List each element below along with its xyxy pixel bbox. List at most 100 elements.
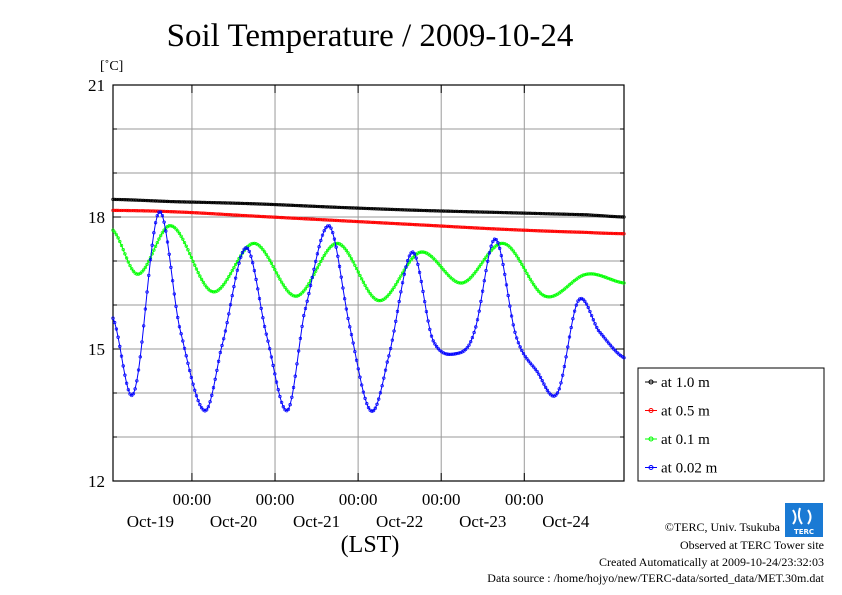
- data-point: [543, 229, 548, 233]
- data-point: [600, 274, 604, 278]
- data-point: [206, 200, 211, 205]
- data-point: [579, 296, 584, 301]
- data-point: [508, 211, 512, 215]
- data-point: [189, 255, 194, 260]
- data-point: [130, 393, 134, 398]
- data-point: [298, 216, 303, 221]
- data-point: [279, 215, 284, 220]
- data-point: [157, 237, 161, 241]
- data-point: [300, 291, 304, 295]
- data-point: [440, 266, 444, 270]
- data-point: [595, 213, 599, 218]
- data-point: [182, 210, 187, 214]
- data-point: [215, 201, 219, 205]
- data-point: [199, 211, 204, 215]
- data-point: [124, 198, 129, 202]
- legend-box: [637, 367, 825, 482]
- data-point: [208, 211, 212, 216]
- data-point: [218, 350, 222, 355]
- data-point: [193, 388, 197, 392]
- data-point: [142, 209, 146, 213]
- data-point: [385, 207, 389, 211]
- data-point: [533, 229, 538, 233]
- data-point: [477, 309, 481, 313]
- data-point: [165, 224, 170, 229]
- data-point: [281, 216, 285, 220]
- data-point: [508, 227, 512, 232]
- data-point: [211, 212, 216, 216]
- data-point: [438, 209, 442, 213]
- data-point: [596, 273, 601, 277]
- data-point: [576, 299, 580, 303]
- data-point: [579, 274, 584, 278]
- data-point: [380, 384, 384, 388]
- data-point: [235, 259, 239, 264]
- data-point: [385, 221, 389, 225]
- data-point: [155, 199, 159, 203]
- data-point: [610, 231, 614, 236]
- data-point: [586, 272, 590, 276]
- data-point: [480, 260, 485, 264]
- data-point: [395, 222, 400, 226]
- data-point: [610, 214, 614, 219]
- data-point: [598, 273, 602, 278]
- data-point: [431, 256, 435, 260]
- data-point: [201, 200, 205, 205]
- data-point: [423, 250, 427, 255]
- data-point: [583, 213, 587, 217]
- data-point: [479, 210, 483, 214]
- data-point: [509, 211, 514, 215]
- data-point: [496, 227, 500, 231]
- data-point: [360, 277, 364, 281]
- data-point: [336, 254, 340, 258]
- data-point: [537, 289, 541, 294]
- data-point: [269, 355, 274, 359]
- data-point: [600, 333, 604, 337]
- data-point: [370, 294, 374, 298]
- data-point: [426, 319, 430, 323]
- chart-title: Soil Temperature / 2009-10-24: [167, 18, 574, 54]
- data-point: [196, 398, 200, 403]
- data-point: [455, 209, 459, 214]
- x-tick-label: 00:00: [422, 490, 461, 509]
- data-point: [431, 209, 435, 213]
- data-point: [153, 221, 158, 225]
- data-point: [530, 228, 534, 233]
- data-point: [334, 245, 338, 249]
- data-point: [407, 254, 412, 258]
- data-point: [346, 251, 350, 255]
- data-point: [290, 293, 294, 297]
- data-point: [290, 395, 294, 399]
- data-point: [339, 205, 343, 210]
- data-point: [474, 325, 478, 329]
- data-point: [515, 211, 519, 215]
- data-point: [365, 402, 369, 406]
- data-point: [557, 387, 561, 391]
- data-point: [591, 213, 595, 217]
- data-point: [465, 210, 469, 214]
- data-point: [337, 218, 342, 223]
- data-point: [160, 199, 165, 203]
- data-point: [562, 230, 567, 234]
- plot-area: 12 15 18 21 00:00 00:00 00:00 00:00 00:00 Oct-19 O…: [88, 76, 626, 531]
- data-point: [281, 405, 285, 409]
- series-at-0-02-m: [111, 210, 626, 414]
- data-point: [477, 265, 481, 269]
- data-point: [167, 224, 171, 228]
- data-point: [170, 210, 175, 214]
- data-point: [474, 226, 478, 230]
- data-point: [257, 202, 262, 206]
- data-point: [276, 203, 280, 207]
- data-point: [228, 201, 233, 205]
- data-point: [596, 328, 601, 333]
- data-point: [278, 277, 282, 281]
- data-point: [455, 280, 459, 284]
- data-point: [612, 278, 616, 283]
- data-point: [157, 199, 161, 203]
- data-point: [339, 275, 343, 279]
- data-point: [186, 210, 190, 215]
- data-point: [482, 226, 486, 231]
- legend-swatch-marker: [648, 465, 654, 470]
- data-point: [148, 257, 153, 262]
- data-point: [247, 214, 251, 218]
